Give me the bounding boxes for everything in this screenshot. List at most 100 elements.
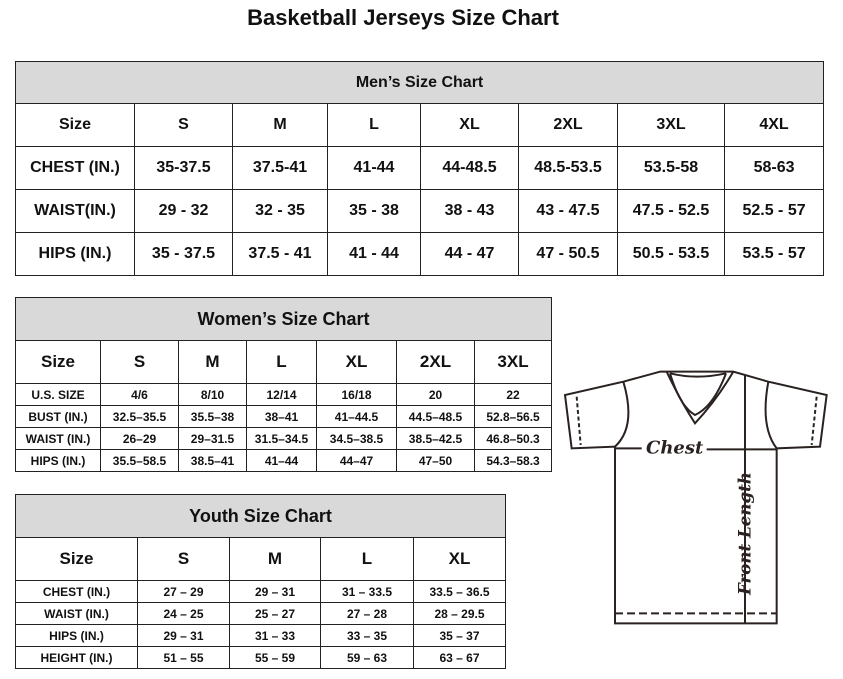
table-cell: 31.5–34.5 [246, 427, 317, 450]
table-cell: 12/14 [246, 383, 317, 406]
table-row: CHEST (IN.) 35-37.5 37.5-41 41-44 44-48.5 48.… [15, 146, 825, 190]
table-cell: 54.3–58.3 [473, 449, 553, 472]
table-row: HIPS (IN.) 35.5–58.5 38.5–41 41–44 44–47 47–5… [15, 449, 553, 472]
table-cell: 35-37.5 [134, 146, 233, 190]
table-cell: 38 - 43 [420, 189, 519, 233]
table-cell: 34.5–38.5 [316, 427, 397, 450]
table-cell: 48.5-53.5 [518, 146, 618, 190]
table-cell: 33 – 35 [320, 624, 414, 647]
table-cell: 43 - 47.5 [518, 189, 618, 233]
row-label: HIPS (IN.) [15, 449, 101, 472]
row-label: Size [15, 103, 135, 147]
table-cell: 29 – 31 [229, 580, 321, 603]
table-cell: S [134, 103, 233, 147]
front-length-label: Front Length [735, 472, 755, 596]
table-cell: XL [420, 103, 519, 147]
table-cell: 28 – 29.5 [412, 602, 507, 625]
table-cell: 51 – 55 [137, 646, 230, 669]
table-cell: 44–47 [316, 449, 397, 472]
table-cell: 3XL [617, 103, 725, 147]
table-cell: 31 – 33 [229, 624, 321, 647]
table-row: CHEST (IN.) 27 – 29 29 – 31 31 – 33.5 33.5 –… [15, 580, 507, 603]
table-row: WAIST (IN.) 24 – 25 25 – 27 27 – 28 28 – 29.… [15, 602, 507, 625]
table-cell: 3XL [473, 340, 553, 384]
table-row: BUST (IN.) 32.5–35.5 35.5–38 38–41 41–44.5 44… [15, 405, 553, 428]
table-row: WAIST(IN.) 29 - 32 32 - 35 35 - 38 38 - 43 43… [15, 189, 825, 233]
table-cell: 35.5–38 [178, 405, 247, 428]
jersey-diagram: Chest Front Length [563, 370, 828, 625]
youth-size-table: Youth Size Chart Size S M L XL CHEST (IN.) 27 … [14, 494, 507, 669]
table-row: Size S M L XL [15, 537, 507, 581]
table-row: HIPS (IN.) 35 - 37.5 37.5 - 41 41 - 44 44 - … [15, 232, 825, 276]
table-row: HIPS (IN.) 29 – 31 31 – 33 33 – 35 35 – 37 [15, 624, 507, 647]
table-cell: 38.5–41 [178, 449, 247, 472]
table-cell: 33.5 – 36.5 [412, 580, 507, 603]
table-cell: 2XL [518, 103, 618, 147]
table-cell: 53.5 - 57 [723, 232, 825, 276]
table-cell: 58-63 [723, 146, 825, 190]
row-label: Size [15, 537, 138, 581]
table-cell: M [232, 103, 328, 147]
table-cell: 53.5-58 [617, 146, 725, 190]
mens-size-table: Men’s Size Chart Size S M L XL 2XL 3XL 4XL CHEST… [14, 61, 825, 276]
table-cell: 41-44 [327, 146, 421, 190]
row-label: WAIST(IN.) [15, 189, 135, 233]
table-cell: 47.5 - 52.5 [617, 189, 725, 233]
table-cell: S [137, 537, 230, 581]
table-cell: XL [412, 537, 507, 581]
table-cell: 35.5–58.5 [100, 449, 179, 472]
table-cell: 44 - 47 [420, 232, 519, 276]
row-label: Size [15, 340, 101, 384]
table-cell: 35 - 38 [327, 189, 421, 233]
table-cell: 44-48.5 [420, 146, 519, 190]
row-label: HIPS (IN.) [15, 624, 138, 647]
table-cell: 38–41 [246, 405, 317, 428]
table-cell: 52.5 - 57 [723, 189, 825, 233]
table-cell: 22 [473, 383, 553, 406]
table-cell: XL [316, 340, 397, 384]
table-cell: 4XL [723, 103, 825, 147]
table-cell: 31 – 33.5 [320, 580, 414, 603]
table-title: Women’s Size Chart [14, 297, 553, 341]
table-cell: L [246, 340, 317, 384]
table-row: WAIST (IN.) 26–29 29–31.5 31.5–34.5 34.5–38.… [15, 427, 553, 450]
shirt-outline [563, 370, 828, 625]
row-label: WAIST (IN.) [15, 427, 101, 450]
table-cell: 47 - 50.5 [518, 232, 618, 276]
table-cell: 41–44.5 [316, 405, 397, 428]
table-title: Youth Size Chart [14, 494, 507, 538]
table-row: Size S M L XL 2XL 3XL 4XL [15, 103, 825, 147]
chest-label: Chest [646, 437, 704, 458]
table-cell: 44.5–48.5 [396, 405, 475, 428]
table-cell: 27 – 29 [137, 580, 230, 603]
table-row: HEIGHT (IN.) 51 – 55 55 – 59 59 – 63 63 – 67 [15, 646, 507, 669]
table-cell: 50.5 - 53.5 [617, 232, 725, 276]
table-cell: 20 [396, 383, 475, 406]
table-cell: 41–44 [246, 449, 317, 472]
table-cell: 32 - 35 [232, 189, 328, 233]
row-label: HEIGHT (IN.) [15, 646, 138, 669]
table-cell: 63 – 67 [412, 646, 507, 669]
table-cell: 29 – 31 [137, 624, 230, 647]
table-cell: 37.5-41 [232, 146, 328, 190]
table-cell: 38.5–42.5 [396, 427, 475, 450]
table-cell: 35 – 37 [412, 624, 507, 647]
table-cell: 8/10 [178, 383, 247, 406]
table-cell: 25 – 27 [229, 602, 321, 625]
table-cell: M [229, 537, 321, 581]
table-cell: 24 – 25 [137, 602, 230, 625]
table-cell: 59 – 63 [320, 646, 414, 669]
page-title: Basketball Jerseys Size Chart [247, 5, 559, 30]
table-cell: L [320, 537, 414, 581]
table-cell: S [100, 340, 179, 384]
row-label: BUST (IN.) [15, 405, 101, 428]
row-label: U.S. SIZE [15, 383, 101, 406]
table-cell: 26–29 [100, 427, 179, 450]
table-row: Size S M L XL 2XL 3XL [15, 340, 553, 384]
row-label: WAIST (IN.) [15, 602, 138, 625]
table-cell: 2XL [396, 340, 475, 384]
table-cell: 29–31.5 [178, 427, 247, 450]
table-cell: 35 - 37.5 [134, 232, 233, 276]
table-cell: 55 – 59 [229, 646, 321, 669]
table-row: U.S. SIZE 4/6 8/10 12/14 16/18 20 22 [15, 383, 553, 406]
